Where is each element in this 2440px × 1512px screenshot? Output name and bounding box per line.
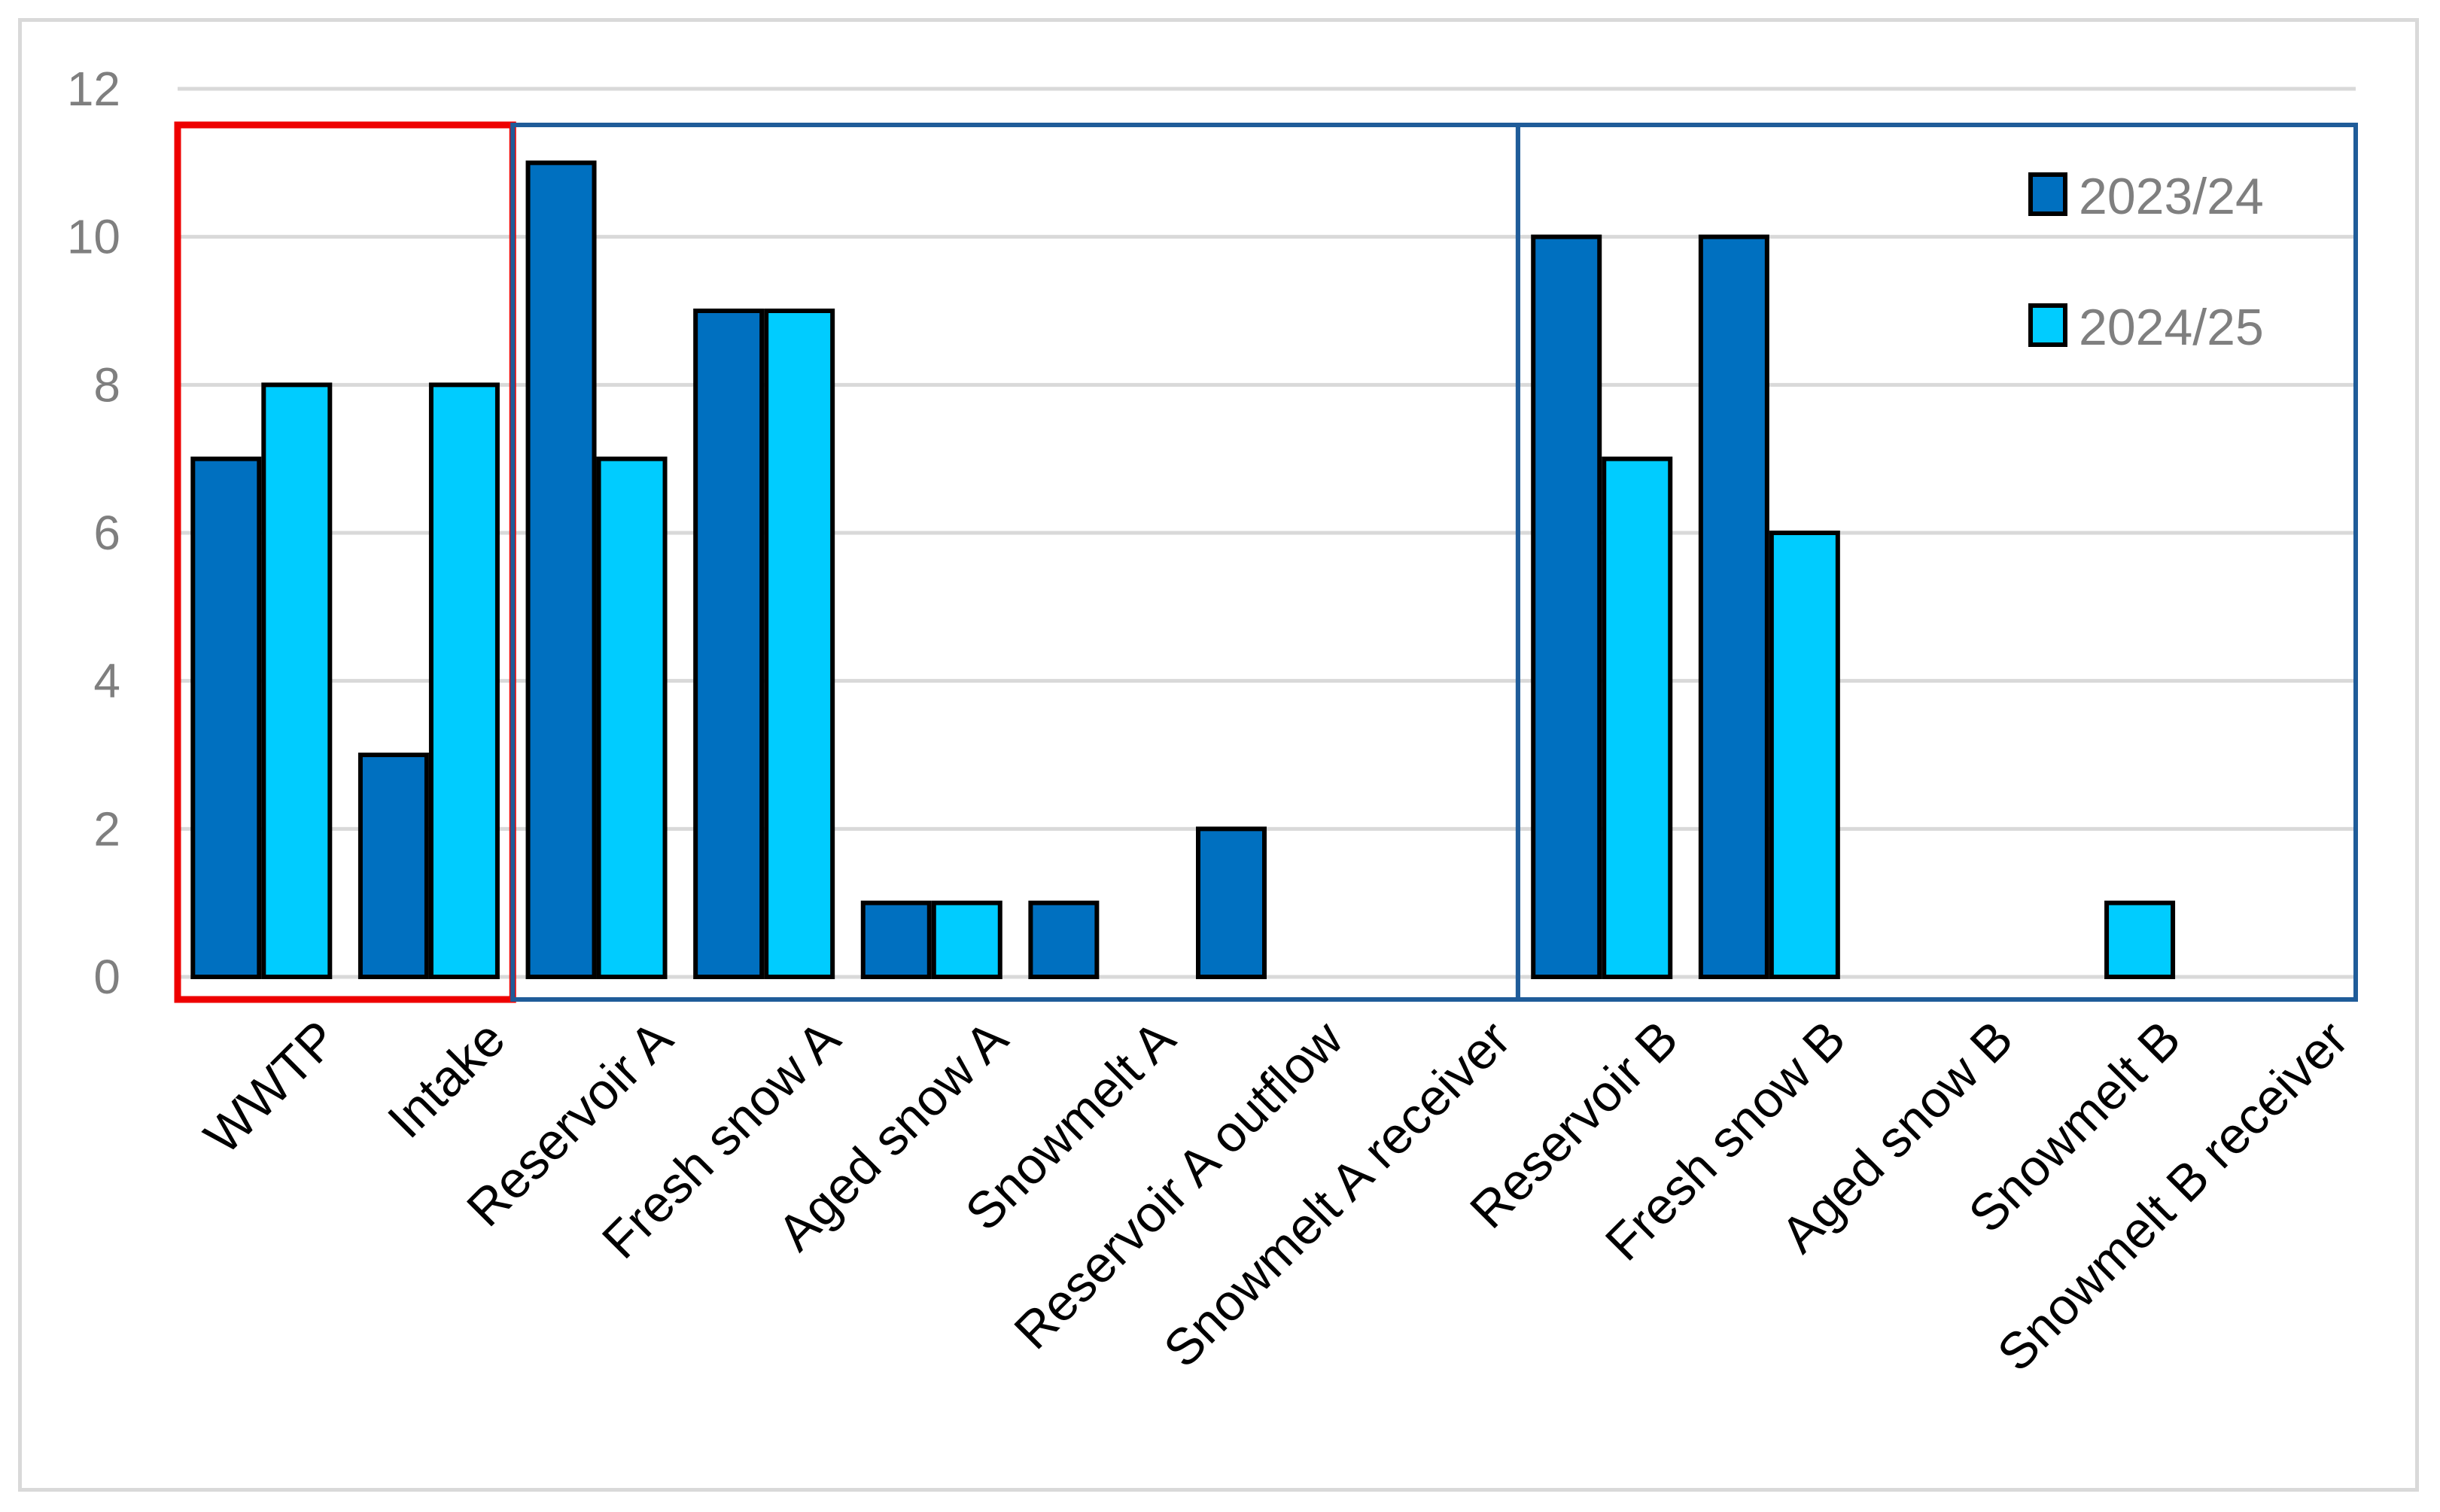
bar-2024-25-fresh-snow-b: [1769, 531, 1840, 979]
legend-swatch-2023-24: [2028, 172, 2067, 216]
y-tick-label: 0: [93, 950, 120, 1004]
bar-2024-25-reservoir-b: [1602, 456, 1673, 979]
y-tick-label: 8: [93, 357, 120, 412]
legend-label-2023-24: 2023/24: [2079, 168, 2264, 225]
y-axis-tick-labels: 0 2 4 6 8 10 12: [67, 62, 120, 1004]
y-tick-label: 4: [93, 654, 120, 708]
y-tick-label: 2: [93, 802, 120, 856]
bar-2023-24-snowmelt-a: [1028, 900, 1100, 979]
bar-2024-25-aged-snow-a: [931, 900, 1002, 979]
bar-2023-24-fresh-snow-b: [1698, 234, 1769, 979]
bar-2024-25-wwtp: [261, 382, 333, 980]
bar-2023-24-wwtp: [190, 456, 262, 979]
legend: 2023/24 2024/25: [2028, 168, 2264, 356]
y-tick-label: 10: [67, 210, 120, 264]
group-box-3: [1515, 123, 2358, 1002]
y-tick-label: 12: [67, 62, 120, 116]
legend-label-2024-25: 2024/25: [2079, 299, 2264, 356]
bar-2023-24-reservoir-a-outflow: [1196, 826, 1267, 980]
legend-swatch-2024-25: [2028, 303, 2067, 347]
bar-2024-25-intake: [428, 382, 500, 980]
x-tick-label-reservoir-a-outflow: Reservoir A outflow: [1003, 1009, 1354, 1360]
x-tick-label-intake: Intake: [377, 1010, 516, 1149]
bar-2024-25-fresh-snow-a: [764, 309, 835, 979]
group-boxes: [174, 121, 2358, 1003]
bar-2023-24-reservoir-b: [1531, 234, 1602, 979]
bar-2023-24-aged-snow-a: [860, 900, 932, 979]
bar-2024-25-reservoir-a: [596, 456, 668, 979]
bars: [190, 160, 2176, 980]
bar-2023-24-reservoir-a: [525, 160, 597, 979]
bar-2023-24-fresh-snow-a: [693, 309, 765, 979]
bar-2024-25-snowmelt-b: [2104, 900, 2176, 979]
y-tick-label: 6: [93, 506, 120, 560]
x-tick-label-wwtp: WWTP: [193, 1010, 348, 1165]
bar-2023-24-intake: [357, 753, 429, 979]
